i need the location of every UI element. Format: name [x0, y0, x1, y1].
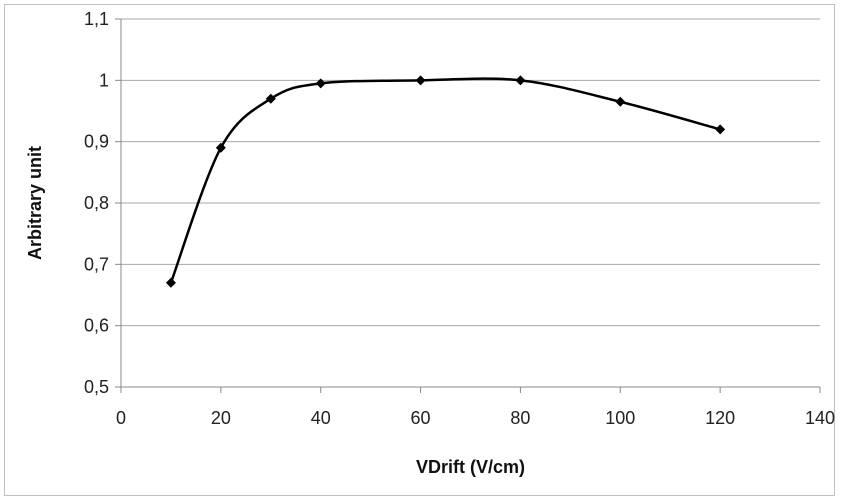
x-tick-label: 20 [211, 408, 231, 428]
x-tick-label: 140 [805, 408, 835, 428]
y-axis-title: Arbitrary unit [25, 146, 45, 260]
y-tick-label: 0,7 [84, 254, 109, 274]
tick-labels: 0,5 0,6 0,7 0,8 0,9 1 1,1 0 20 40 60 80 100 120 140 [84, 9, 835, 428]
data-point-marker [515, 75, 526, 86]
x-tick-label: 100 [605, 408, 635, 428]
x-tick-label: 80 [510, 408, 530, 428]
data-point-marker [215, 142, 226, 153]
y-tick-label: 1,1 [84, 9, 109, 29]
x-tick-label: 40 [311, 408, 331, 428]
data-point-marker [315, 78, 326, 89]
y-tick-label: 0,9 [84, 132, 109, 152]
data-point-marker [165, 277, 176, 288]
axes [115, 18, 821, 393]
y-tick-label: 0,6 [84, 316, 109, 336]
series-line [169, 77, 721, 284]
x-tick-label: 120 [705, 408, 735, 428]
y-tick-label: 1 [99, 70, 109, 90]
chart-frame: 0,5 0,6 0,7 0,8 0,9 1 1,1 0 20 40 60 80 100 120 140 VD… [4, 4, 835, 496]
x-tick-label: 60 [411, 408, 431, 428]
y-tick-label: 0,5 [84, 377, 109, 397]
data-point-marker [615, 96, 626, 107]
y-tick-label: 0,8 [84, 193, 109, 213]
line-chart: 0,5 0,6 0,7 0,8 0,9 1 1,1 0 20 40 60 80 100 120 140 VD… [25, 9, 835, 477]
data-point-marker [415, 75, 426, 86]
x-axis-title: VDrift (V/cm) [416, 457, 525, 477]
data-point-marker [265, 93, 276, 104]
x-tick-label: 0 [116, 408, 126, 428]
data-point-marker [715, 124, 726, 135]
series [165, 75, 726, 288]
grid-lines [121, 18, 820, 327]
